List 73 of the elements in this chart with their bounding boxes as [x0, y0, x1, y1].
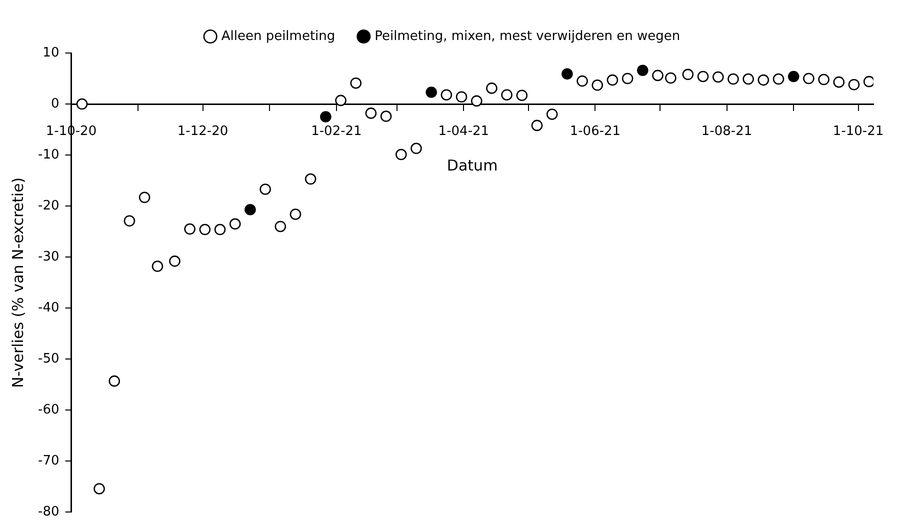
point — [184, 223, 196, 235]
point — [152, 260, 164, 272]
point — [576, 75, 588, 87]
point — [108, 375, 120, 387]
y-tick-label: -10 — [38, 147, 60, 162]
point — [788, 70, 800, 82]
y-tick-label: -60 — [38, 402, 60, 418]
point — [229, 218, 241, 230]
point — [335, 94, 346, 106]
point — [396, 148, 407, 160]
point — [818, 74, 830, 86]
y-axis-title: N-verlies (% van N-excretie) — [8, 177, 27, 388]
point — [274, 220, 286, 232]
point — [501, 89, 512, 100]
point — [546, 108, 558, 120]
point — [456, 91, 468, 103]
point — [712, 71, 724, 83]
point — [426, 86, 437, 98]
point — [214, 224, 226, 236]
point — [199, 224, 211, 236]
point — [516, 90, 528, 101]
point — [169, 256, 180, 267]
point — [440, 89, 452, 100]
point — [758, 74, 770, 86]
point — [622, 72, 634, 84]
point — [410, 142, 422, 154]
legend-label: Peilmeting, mixen, mest verwijderen en wegen — [374, 28, 680, 44]
point — [682, 68, 694, 80]
x-tick-label: 1-08-21 — [701, 124, 752, 140]
point — [697, 70, 709, 82]
point — [606, 74, 618, 86]
point — [592, 79, 604, 91]
y-tick-label: -30 — [38, 249, 60, 264]
point — [350, 77, 362, 89]
point — [470, 95, 482, 107]
point — [94, 483, 105, 494]
point — [728, 73, 739, 85]
point — [531, 120, 543, 132]
point — [803, 72, 814, 84]
x-tick-label: 1-04-21 — [438, 124, 490, 140]
point — [772, 73, 784, 85]
point — [380, 110, 392, 122]
x-tick-label: 1-12-20 — [177, 124, 228, 140]
y-tick-label: -40 — [38, 300, 60, 316]
point — [76, 98, 88, 110]
y-tick-label: 0 — [50, 96, 60, 112]
x-tick-label: 1-02-21 — [311, 124, 362, 140]
point — [486, 82, 498, 94]
y-tick-label: -80 — [38, 504, 60, 520]
x-tick-label: 1-10-21 — [832, 124, 884, 140]
x-axis-title: Datum — [446, 156, 498, 175]
point — [863, 76, 874, 88]
point — [124, 215, 136, 227]
y-tick-label: -70 — [38, 454, 60, 469]
point — [742, 73, 754, 85]
y-tick-label: -50 — [38, 352, 60, 367]
point — [290, 208, 302, 220]
legend-label: Alleen peilmeting — [221, 28, 336, 44]
point — [652, 70, 664, 82]
point — [833, 76, 845, 88]
point — [848, 78, 860, 90]
x-tick-label: 1-06-21 — [570, 124, 621, 140]
point — [304, 173, 316, 185]
y-tick-label: 10 — [42, 45, 60, 60]
point — [365, 108, 377, 119]
point — [637, 64, 648, 76]
point — [260, 184, 271, 195]
point — [665, 72, 676, 84]
point — [320, 111, 332, 122]
point — [562, 68, 573, 80]
point — [244, 204, 256, 216]
y-tick-label: -20 — [38, 198, 60, 214]
point — [138, 192, 150, 204]
